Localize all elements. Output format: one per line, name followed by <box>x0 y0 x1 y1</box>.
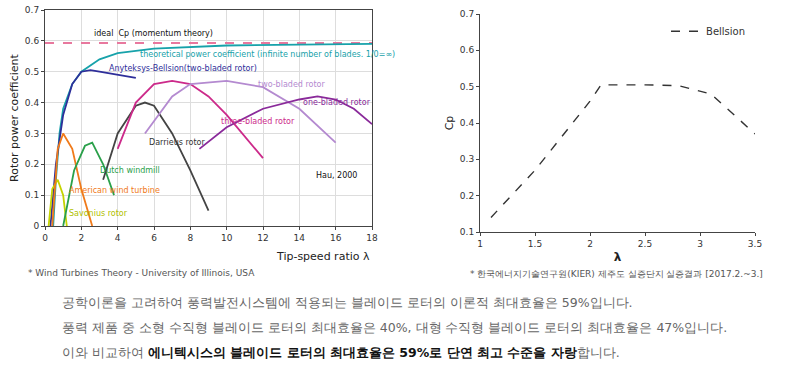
svg-text:14: 14 <box>294 233 306 243</box>
svg-text:Bellsion: Bellsion <box>706 26 745 37</box>
svg-text:6: 6 <box>151 233 157 243</box>
svg-text:Anyteksys-Bellsion(two-bladed: Anyteksys-Bellsion(two-bladed rotor) <box>109 64 257 73</box>
svg-text:Darrieus rotor: Darrieus rotor <box>149 138 205 147</box>
svg-text:Rotor power coefficient: Rotor power coefficient <box>8 53 21 181</box>
svg-text:1.5: 1.5 <box>528 239 542 249</box>
svg-text:4: 4 <box>115 233 121 243</box>
svg-text:0.3: 0.3 <box>460 154 474 164</box>
svg-text:two-bladed rotor: two-bladed rotor <box>258 80 325 89</box>
svg-text:0.7: 0.7 <box>460 9 474 19</box>
svg-text:Hau, 2000: Hau, 2000 <box>316 171 357 180</box>
svg-text:8: 8 <box>187 233 193 243</box>
svg-text:Savonius rotor: Savonius rotor <box>69 209 128 218</box>
html-text:공학이론을 고려하여 풍력발전시스템에 적용되는 블레이드: 공학이론을 고려하여 풍력발전시스템에 적용되는 블레이드 로터의 이론적 최대… <box>62 295 633 310</box>
svg-text:16: 16 <box>330 233 342 243</box>
html-text:* Wind Turbines Theory - Unive: * Wind Turbines Theory - University of I… <box>28 268 255 278</box>
svg-text:λ: λ <box>614 250 622 264</box>
svg-text:0.6: 0.6 <box>460 45 475 55</box>
html-text:이와 비교하여에니텍시스의 블레이드 로터의 최대효율은 5: 이와 비교하여에니텍시스의 블레이드 로터의 최대효율은 59%로 단연 최고 … <box>62 345 620 360</box>
html-text:풍력 제품 중 소형 수직형 블레이드 로터의 최대효율은: 풍력 제품 중 소형 수직형 블레이드 로터의 최대효율은 40%, 대형 수직… <box>62 320 728 335</box>
svg-text:one-bladed rotor: one-bladed rotor <box>303 98 371 107</box>
svg-text:0.4: 0.4 <box>25 98 40 108</box>
svg-text:Dutch windmill: Dutch windmill <box>100 166 160 175</box>
svg-text:0.1: 0.1 <box>460 227 474 237</box>
svg-text:12: 12 <box>257 233 268 243</box>
svg-text:Cp: Cp <box>443 116 456 131</box>
svg-text:0.1: 0.1 <box>25 190 39 200</box>
svg-text:ideal Cp (momentum theory): ideal Cp (momentum theory) <box>94 29 213 38</box>
svg-text:0.5: 0.5 <box>460 82 474 92</box>
svg-text:Tip-speed ratio λ: Tip-speed ratio λ <box>276 250 370 263</box>
svg-text:0: 0 <box>42 233 48 243</box>
svg-text:0.4: 0.4 <box>460 118 475 128</box>
svg-text:three-bladed rotor: three-bladed rotor <box>221 117 295 126</box>
svg-text:1: 1 <box>477 239 483 249</box>
svg-text:0.2: 0.2 <box>460 191 474 201</box>
svg-text:0.5: 0.5 <box>25 67 39 77</box>
svg-text:2: 2 <box>78 233 84 243</box>
svg-text:3: 3 <box>697 239 703 249</box>
svg-text:theoretical power coefficient: theoretical power coefficient (infinite … <box>140 50 395 59</box>
svg-text:18: 18 <box>366 233 378 243</box>
svg-text:0.2: 0.2 <box>25 159 39 169</box>
svg-text:0.7: 0.7 <box>25 5 39 15</box>
html-text:* 한국에너지기술연구원(KIER) 제주도 실증단지 실증: * 한국에너지기술연구원(KIER) 제주도 실증단지 실증결과 [2017.2… <box>470 269 763 279</box>
svg-text:3.5: 3.5 <box>748 239 762 249</box>
svg-text:0.6: 0.6 <box>25 36 40 46</box>
svg-text:10: 10 <box>221 233 233 243</box>
svg-text:0: 0 <box>33 221 39 231</box>
svg-text:2.5: 2.5 <box>638 239 652 249</box>
svg-text:American wind turbine: American wind turbine <box>69 186 160 195</box>
svg-text:0.3: 0.3 <box>25 129 39 139</box>
svg-text:2: 2 <box>587 239 593 249</box>
